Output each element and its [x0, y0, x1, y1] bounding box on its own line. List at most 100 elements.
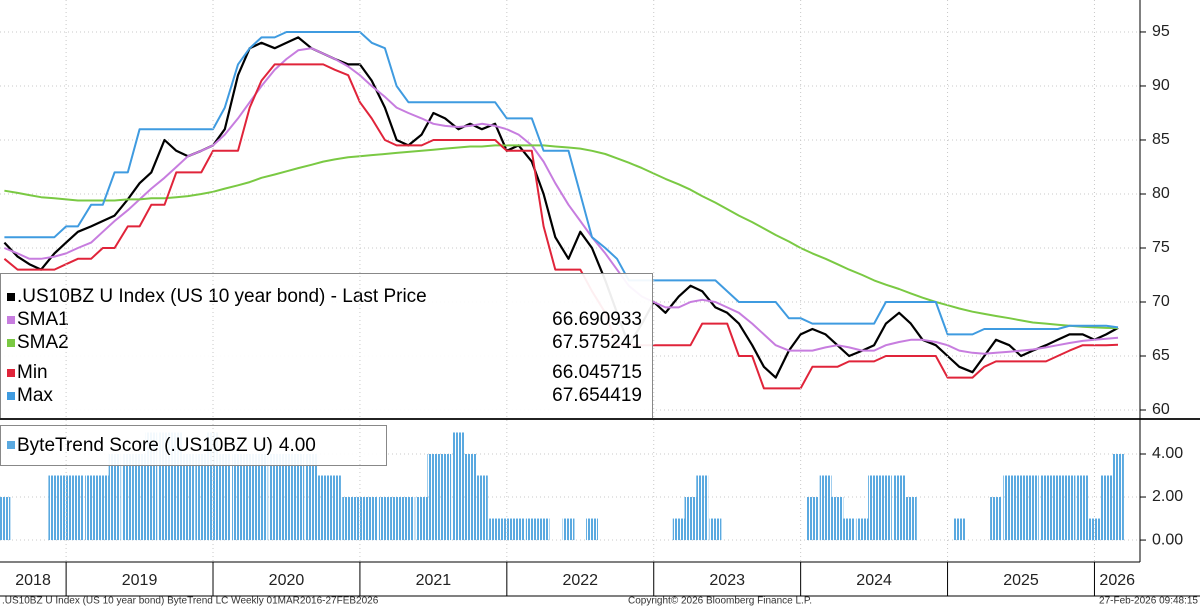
bar: [500, 518, 513, 541]
bar: [1088, 518, 1101, 541]
legend-value: 67.575241: [552, 332, 642, 353]
bar: [1063, 475, 1076, 541]
bar: [353, 497, 366, 541]
bar: [893, 475, 906, 541]
bar: [390, 497, 403, 541]
x-tick-label: 2020: [269, 572, 305, 589]
x-tick-label: 2022: [562, 572, 598, 589]
legend-label: ByteTrend Score (.US10BZ U) 4.00: [17, 435, 316, 456]
legend-swatch: [7, 293, 15, 301]
bar: [145, 432, 158, 541]
bar: [96, 475, 109, 541]
bar: [843, 518, 856, 541]
bar: [464, 453, 477, 541]
footer-left: .US10BZ U Index (US 10 year bond) ByteTr…: [2, 596, 379, 607]
bar: [1040, 475, 1052, 541]
line-series: [4, 47, 1119, 355]
bar: [1112, 453, 1124, 541]
bar: [831, 497, 844, 541]
legend-value: 66.690933: [552, 309, 642, 330]
legend-swatch: [7, 316, 15, 324]
bar: [904, 497, 917, 541]
line-series: [4, 31, 1119, 336]
y-tick-label: 70: [1152, 293, 1170, 310]
y-tick-label: 65: [1152, 347, 1170, 364]
y-tick-label: 60: [1152, 401, 1170, 418]
bar: [562, 518, 575, 541]
bar: [402, 497, 415, 541]
bar: [489, 518, 502, 541]
legend-swatch: [7, 369, 15, 377]
x-tick-label: 2025: [1003, 572, 1039, 589]
bar: [586, 518, 598, 541]
legend-label: Min: [17, 362, 48, 383]
legend-label: SMA1: [17, 309, 69, 330]
bar: [415, 497, 428, 541]
bar: [60, 475, 73, 541]
bar: [1015, 475, 1027, 541]
bar: [218, 453, 231, 541]
legend-label: SMA2: [17, 332, 69, 353]
bar: [121, 453, 134, 541]
footer-right: 27-Feb-2026 09:48:15: [1099, 596, 1198, 607]
bar: [317, 475, 330, 541]
bar: [207, 432, 219, 541]
x-tick-label: 2019: [122, 572, 158, 589]
y-tick-label: 75: [1152, 239, 1170, 256]
bar: [195, 453, 208, 541]
bar: [525, 518, 538, 541]
bar: [342, 497, 355, 541]
legend-value: 67.654419: [552, 385, 642, 406]
legend-box: [0, 425, 387, 466]
x-tick-label: 2024: [856, 572, 892, 589]
legend-value: 66.045715: [552, 362, 642, 383]
bar: [696, 475, 709, 541]
bar: [953, 518, 966, 541]
y-tick-label: 0.00: [1152, 531, 1183, 548]
bar: [305, 453, 318, 541]
legend-swatch: [7, 441, 15, 449]
bar: [268, 453, 281, 541]
bar: [0, 497, 11, 541]
legend-box: [0, 273, 653, 419]
bar: [328, 475, 341, 541]
bar: [85, 475, 98, 541]
bar: [48, 475, 61, 541]
legend-swatch: [7, 339, 15, 347]
x-tick-label: 2023: [709, 572, 745, 589]
y-tick-label: 4.00: [1152, 445, 1183, 462]
bar: [280, 453, 293, 541]
y-tick-label: 90: [1152, 77, 1170, 94]
bar: [108, 453, 121, 541]
footer-center: Copyright© 2026 Bloomberg Finance L.P.: [628, 596, 812, 607]
y-tick-label: 80: [1152, 185, 1170, 202]
bar: [990, 497, 1002, 541]
bar: [292, 453, 305, 541]
bar: [133, 453, 146, 541]
bar: [806, 497, 819, 541]
bar: [71, 475, 84, 541]
legend-value: 4.00: [279, 435, 316, 456]
bar: [1076, 475, 1089, 541]
legend-name: ByteTrend Score (.US10BZ U): [17, 435, 273, 456]
bar: [158, 432, 171, 541]
bar: [427, 453, 440, 541]
y-tick-label: 95: [1152, 23, 1170, 40]
legend-label: Max: [17, 385, 53, 406]
bar: [439, 453, 452, 541]
bar: [170, 432, 183, 541]
x-tick-label: 2026: [1099, 572, 1135, 589]
bar: [1026, 475, 1039, 541]
x-tick-label: 2018: [15, 572, 51, 589]
legend: ByteTrend Score (.US10BZ U) 4.00: [0, 425, 387, 466]
legend-swatch: [7, 392, 15, 400]
bar: [232, 453, 244, 541]
line-series: [3, 63, 1119, 390]
bar: [684, 497, 697, 541]
legend-label: .US10BZ U Index (US 10 year bond) - Last…: [17, 286, 427, 307]
bar: [512, 518, 525, 541]
y-tick-label: 85: [1152, 131, 1170, 148]
bar: [1100, 475, 1113, 541]
bar: [537, 518, 550, 541]
bar: [452, 432, 465, 541]
